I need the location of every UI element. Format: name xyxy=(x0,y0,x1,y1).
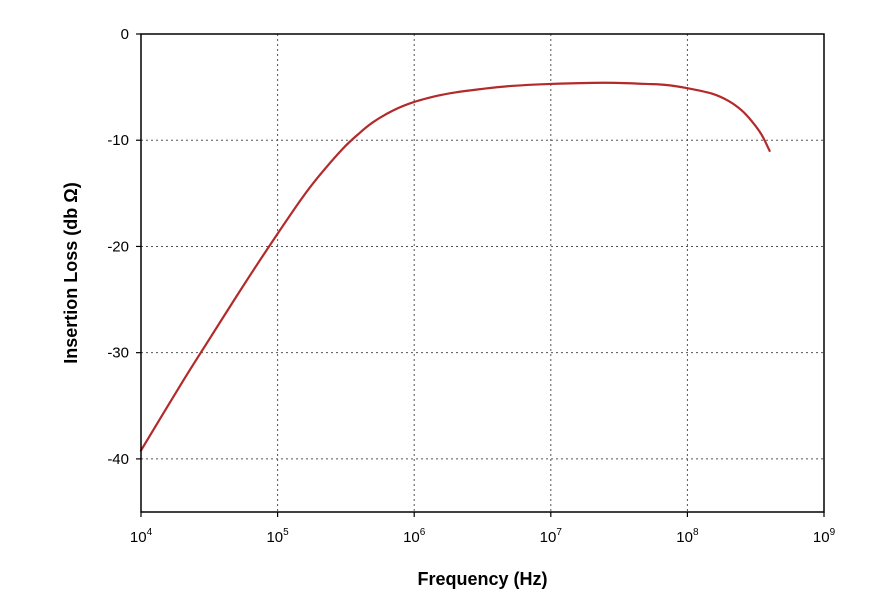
x-axis-tick-labels: 104 105 106 107 108 109 xyxy=(130,527,836,546)
x-tick-label: 107 xyxy=(540,527,563,546)
x-tick-label: 108 xyxy=(676,527,699,546)
y-tick-label: -40 xyxy=(107,451,129,468)
grid-lines xyxy=(141,34,824,512)
x-tick-label: 106 xyxy=(403,527,426,546)
y-tick-label: -10 xyxy=(107,132,129,149)
y-axis-tick-labels: 0 -10 -20 -30 -40 xyxy=(107,26,129,468)
x-tick-label: 104 xyxy=(130,527,153,546)
y-tick-label: 0 xyxy=(121,26,129,43)
y-tick-label: -20 xyxy=(107,238,129,255)
x-tick-label: 105 xyxy=(266,527,289,546)
x-tick-label: 109 xyxy=(813,527,836,546)
y-axis-title: Insertion Loss (db Ω) xyxy=(61,182,81,363)
y-tick-label: -30 xyxy=(107,345,129,362)
plot-frame xyxy=(140,33,825,513)
series-line xyxy=(139,81,771,452)
axis-ticks xyxy=(136,33,825,517)
plot-area xyxy=(139,81,771,452)
x-axis-title: Frequency (Hz) xyxy=(417,569,547,589)
